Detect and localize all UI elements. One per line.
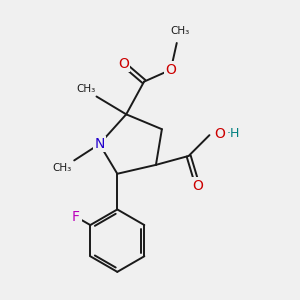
Text: O: O [192,179,203,193]
Text: O: O [214,127,225,141]
Text: F: F [72,210,80,224]
Text: CH₃: CH₃ [76,84,96,94]
Text: ·H: ·H [226,127,240,140]
Text: methyl: methyl [61,170,66,171]
Text: O: O [165,63,176,77]
Text: CH₃: CH₃ [53,163,72,173]
Text: N: N [94,137,105,151]
Text: CH₃: CH₃ [170,26,189,36]
Text: O: O [118,57,129,71]
